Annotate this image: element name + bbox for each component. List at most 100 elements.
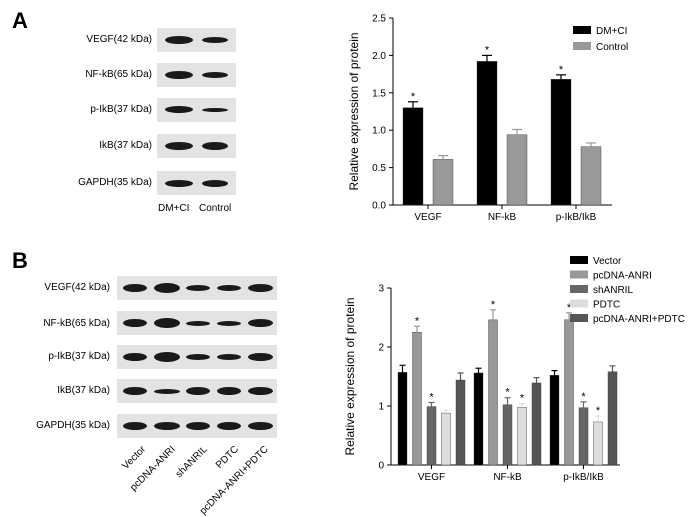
blot-band — [202, 142, 228, 150]
blot-a-label: NF-kB(65 kDa) — [85, 69, 152, 80]
blot-b-strip — [117, 276, 277, 300]
x-tick-label: VEGF — [418, 472, 445, 483]
significance-mark: * — [505, 387, 510, 399]
significance-mark: * — [559, 64, 564, 76]
legend-label: Vector — [593, 256, 622, 267]
significance-mark: * — [596, 405, 601, 417]
legend-label: pcDNA-ANRI — [593, 271, 652, 282]
legend-swatch — [570, 285, 588, 293]
blot-a-strip — [157, 171, 236, 195]
bar — [473, 372, 484, 466]
y-tick-label: 3 — [378, 284, 384, 295]
blot-band — [165, 106, 193, 113]
bar — [488, 319, 498, 466]
blot-band — [186, 387, 210, 395]
significance-mark: * — [567, 302, 572, 314]
y-tick-label: 1.0 — [372, 126, 386, 137]
blot-band — [217, 285, 241, 291]
significance-mark: * — [491, 299, 496, 311]
blot-band — [154, 389, 180, 394]
legend-label: shANRIL — [593, 285, 633, 296]
x-tick-label: p-IkB/IkB — [563, 472, 604, 483]
bar — [397, 372, 408, 466]
legend-swatch — [570, 256, 588, 264]
legend-swatch — [570, 299, 588, 308]
y-tick-label: 0.5 — [372, 163, 386, 174]
blot-a-label: GAPDH(35 kDa) — [78, 177, 152, 188]
y-tick-label: 2.0 — [372, 51, 386, 62]
blot-b-label: p-IkB(37 kDa) — [48, 351, 110, 362]
blot-b-label: IkB(37 kDa) — [57, 385, 110, 396]
legend-swatch — [570, 314, 588, 322]
y-tick-label: 0 — [378, 461, 384, 472]
blot-a-label: p-IkB(37 kDa) — [90, 104, 152, 115]
bar — [441, 412, 451, 466]
panel-a-letter: A — [12, 8, 28, 33]
bar — [517, 406, 527, 466]
blot-band — [123, 319, 147, 327]
blot-band — [217, 422, 241, 430]
panel-b-letter: B — [12, 248, 28, 273]
blot-b-strip — [117, 345, 277, 369]
blot-band — [202, 37, 228, 43]
blot-band — [202, 72, 228, 78]
blot-band — [123, 284, 147, 292]
blot-a-label: IkB(37 kDa) — [99, 140, 152, 151]
blot-b-label: NF-kB(65 kDa) — [43, 318, 110, 329]
y-tick-label: 2 — [378, 343, 384, 354]
y-tick-label: 2.5 — [372, 14, 386, 25]
significance-mark: * — [520, 393, 525, 405]
bar — [531, 382, 542, 466]
y-tick-label: 0.0 — [372, 201, 386, 212]
bar — [578, 407, 589, 466]
bar — [564, 319, 574, 466]
x-tick-label: p-IkB/IkB — [556, 212, 597, 223]
blot-a-strip — [157, 98, 236, 122]
x-tick-label: NF-kB — [488, 212, 517, 223]
bar — [455, 379, 466, 466]
blot-band — [186, 285, 210, 291]
blot-band — [165, 36, 193, 44]
blot-band — [165, 71, 193, 79]
blot-band — [248, 353, 273, 361]
significance-mark: * — [429, 391, 434, 403]
blot-band — [154, 352, 180, 362]
blot-band — [154, 422, 180, 430]
bar — [549, 375, 560, 466]
significance-mark: * — [411, 91, 416, 103]
blot-band — [186, 422, 210, 430]
blot-b-label: VEGF(42 kDa) — [44, 282, 110, 293]
blot-a-strip — [157, 28, 236, 52]
blot-band — [217, 354, 241, 360]
blot-band — [202, 108, 228, 112]
legend-swatch — [570, 270, 588, 279]
y-axis-label: Relative expression of protein — [347, 32, 361, 190]
blot-band — [217, 321, 241, 326]
blot-band — [202, 180, 228, 187]
bar — [412, 332, 422, 466]
blot-b-strip — [117, 311, 277, 335]
significance-mark: * — [415, 315, 420, 327]
blot-b-strip — [117, 414, 277, 438]
significance-mark: * — [581, 391, 586, 403]
legend-label: PDTC — [593, 300, 620, 311]
blot-a-lane-label: DM+CI — [158, 203, 190, 214]
blot-band — [165, 142, 193, 150]
blot-band — [186, 321, 210, 326]
blot-band — [165, 180, 193, 187]
bar — [426, 406, 437, 466]
chart-b: 0 1 2 3 Relative expression of protein * * VEGF… — [343, 256, 685, 483]
blot-a-lane-label: Control — [199, 203, 232, 214]
legend-swatch — [573, 42, 591, 50]
y-tick-label: 1 — [378, 402, 384, 413]
blot-band — [248, 387, 273, 395]
blot-band — [186, 354, 210, 360]
bar — [502, 404, 513, 466]
significance-mark: * — [485, 44, 490, 56]
y-tick-label: 1.5 — [372, 88, 386, 99]
x-tick-label: VEGF — [414, 212, 441, 223]
legend-swatch — [573, 26, 591, 34]
bar — [593, 421, 603, 466]
blot-band — [248, 284, 273, 292]
blot-band — [248, 319, 273, 327]
